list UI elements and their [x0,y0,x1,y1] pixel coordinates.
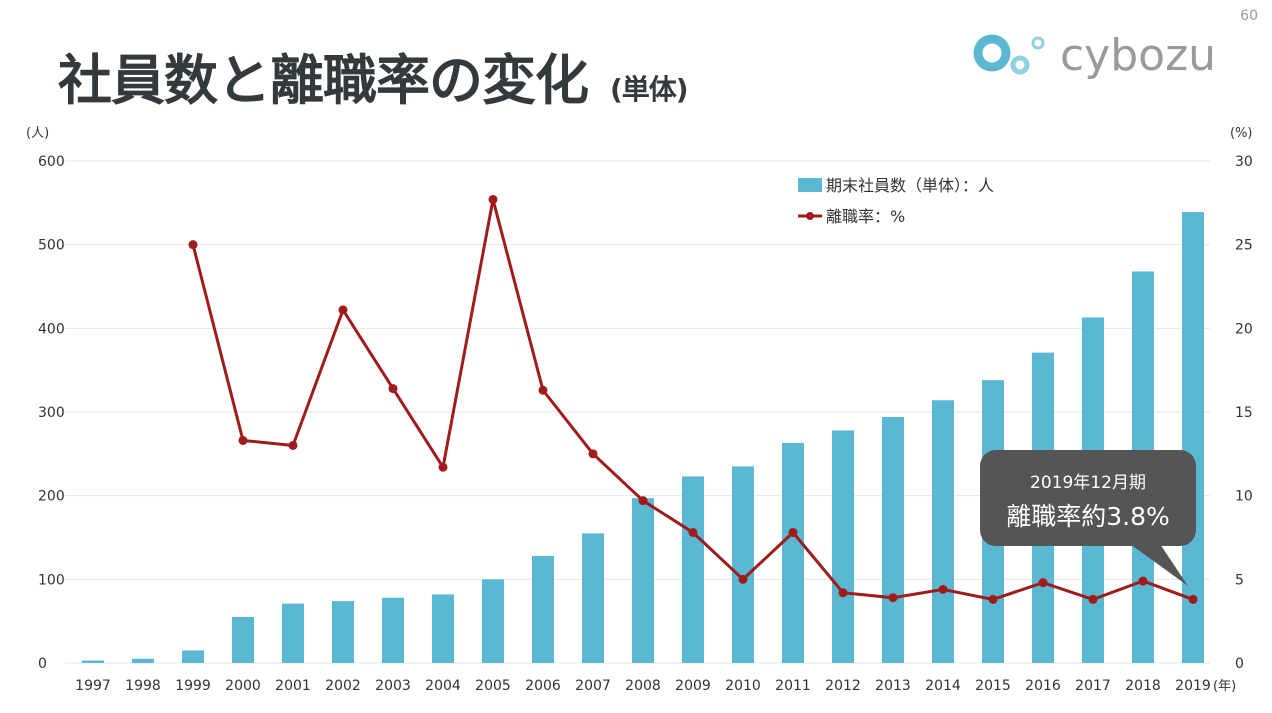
right-axis-unit: (%) [1230,126,1253,141]
rate-point [338,305,348,315]
x-tick-label: 2013 [875,678,911,694]
x-tick-label: 2010 [725,678,761,694]
bar [632,498,654,663]
left-axis-unit: (人) [26,126,49,141]
cybozu-logo: cybozu [972,30,1216,81]
right-tick-label: 30 [1235,154,1253,170]
x-tick-label: 2000 [225,678,261,694]
x-tick-label: 2002 [325,678,361,694]
rate-point [188,240,198,250]
rate-point [638,496,648,506]
rate-point [788,527,798,537]
bar [832,430,854,663]
bar [332,601,354,663]
rate-point [838,588,848,598]
left-tick-label: 0 [38,656,47,672]
x-tick-label: 2003 [375,678,411,694]
right-tick-label: 5 [1235,572,1244,588]
bar [132,658,154,663]
logo-circles-icon [973,34,1045,74]
logo-text: cybozu [1060,30,1217,81]
left-tick-label: 500 [38,238,65,254]
rate-point [988,594,998,604]
rate-point [888,593,898,603]
page-number: 60 [1240,8,1258,24]
rate-point [438,462,448,472]
rate-point [1088,594,1098,604]
bar [432,594,454,663]
bar [532,555,554,663]
x-tick-label: 2006 [525,678,561,694]
x-tick-label: 2007 [575,678,611,694]
rate-point [1138,576,1148,586]
rate-point [488,194,498,204]
callout-pointer [1130,544,1188,586]
left-tick-label: 600 [38,154,65,170]
title-text: 社員数と離職率の変化 [58,49,589,112]
left-tick-label: 300 [38,405,65,421]
x-tick-label: 2016 [1025,678,1061,694]
x-tick-label: 2012 [825,678,861,694]
x-tick-label: 2004 [425,678,461,694]
rate-point [688,527,698,537]
legend-bar-label: 期末社員数（単体）：人 [826,176,994,195]
bar [582,533,604,663]
callout-line1: 2019年12月期 [1030,473,1146,493]
x-axis-unit: (年) [1213,679,1236,694]
callout-box: 2019年12月期 離職率約3.8% [980,450,1196,586]
x-tick-label: 2018 [1125,678,1161,694]
page-title: 社員数と離職率の変化 (単体) [58,36,689,115]
rate-point [738,574,748,584]
x-tick-label: 2014 [925,678,961,694]
rate-point [938,584,948,594]
bar [182,650,204,663]
bar [482,579,504,663]
left-tick-label: 400 [38,321,65,337]
legend-bar-swatch [798,178,822,192]
bar [82,660,104,663]
bar [282,603,304,663]
right-tick-label: 15 [1235,405,1253,421]
rate-point [388,384,398,394]
bar [1182,212,1204,663]
x-tick-label: 2011 [775,678,811,694]
x-tick-label: 2001 [275,678,311,694]
title-subtitle: (単体) [610,73,689,106]
rate-point [1038,578,1048,588]
rate-point [238,435,248,445]
rate-point [288,440,298,450]
bar [682,476,704,663]
legend-line-label: 離職率：% [826,207,905,226]
x-tick-label: 2005 [475,678,511,694]
x-tick-label: 1998 [125,678,161,694]
x-tick-label: 1997 [75,678,111,694]
rate-point [538,385,548,395]
bar [732,466,754,663]
callout-line2: 離職率約3.8% [1006,502,1170,531]
left-tick-label: 100 [38,572,65,588]
rate-point [588,449,598,459]
x-tick-label: 2008 [625,678,661,694]
bar [882,417,904,663]
right-tick-label: 10 [1235,489,1253,505]
bar [232,616,254,663]
right-tick-label: 20 [1235,321,1253,337]
bar [782,442,804,663]
bar [932,400,954,663]
x-tick-label: 2017 [1075,678,1111,694]
rate-point [1188,594,1198,604]
x-tick-label: 2019 [1175,678,1211,694]
x-tick-label: 2015 [975,678,1011,694]
legend-line-marker [806,212,814,220]
bar [382,597,404,663]
right-tick-label: 25 [1235,238,1253,254]
x-tick-label: 2009 [675,678,711,694]
left-tick-label: 200 [38,489,65,505]
right-tick-label: 0 [1235,656,1244,672]
x-tick-label: 1999 [175,678,211,694]
